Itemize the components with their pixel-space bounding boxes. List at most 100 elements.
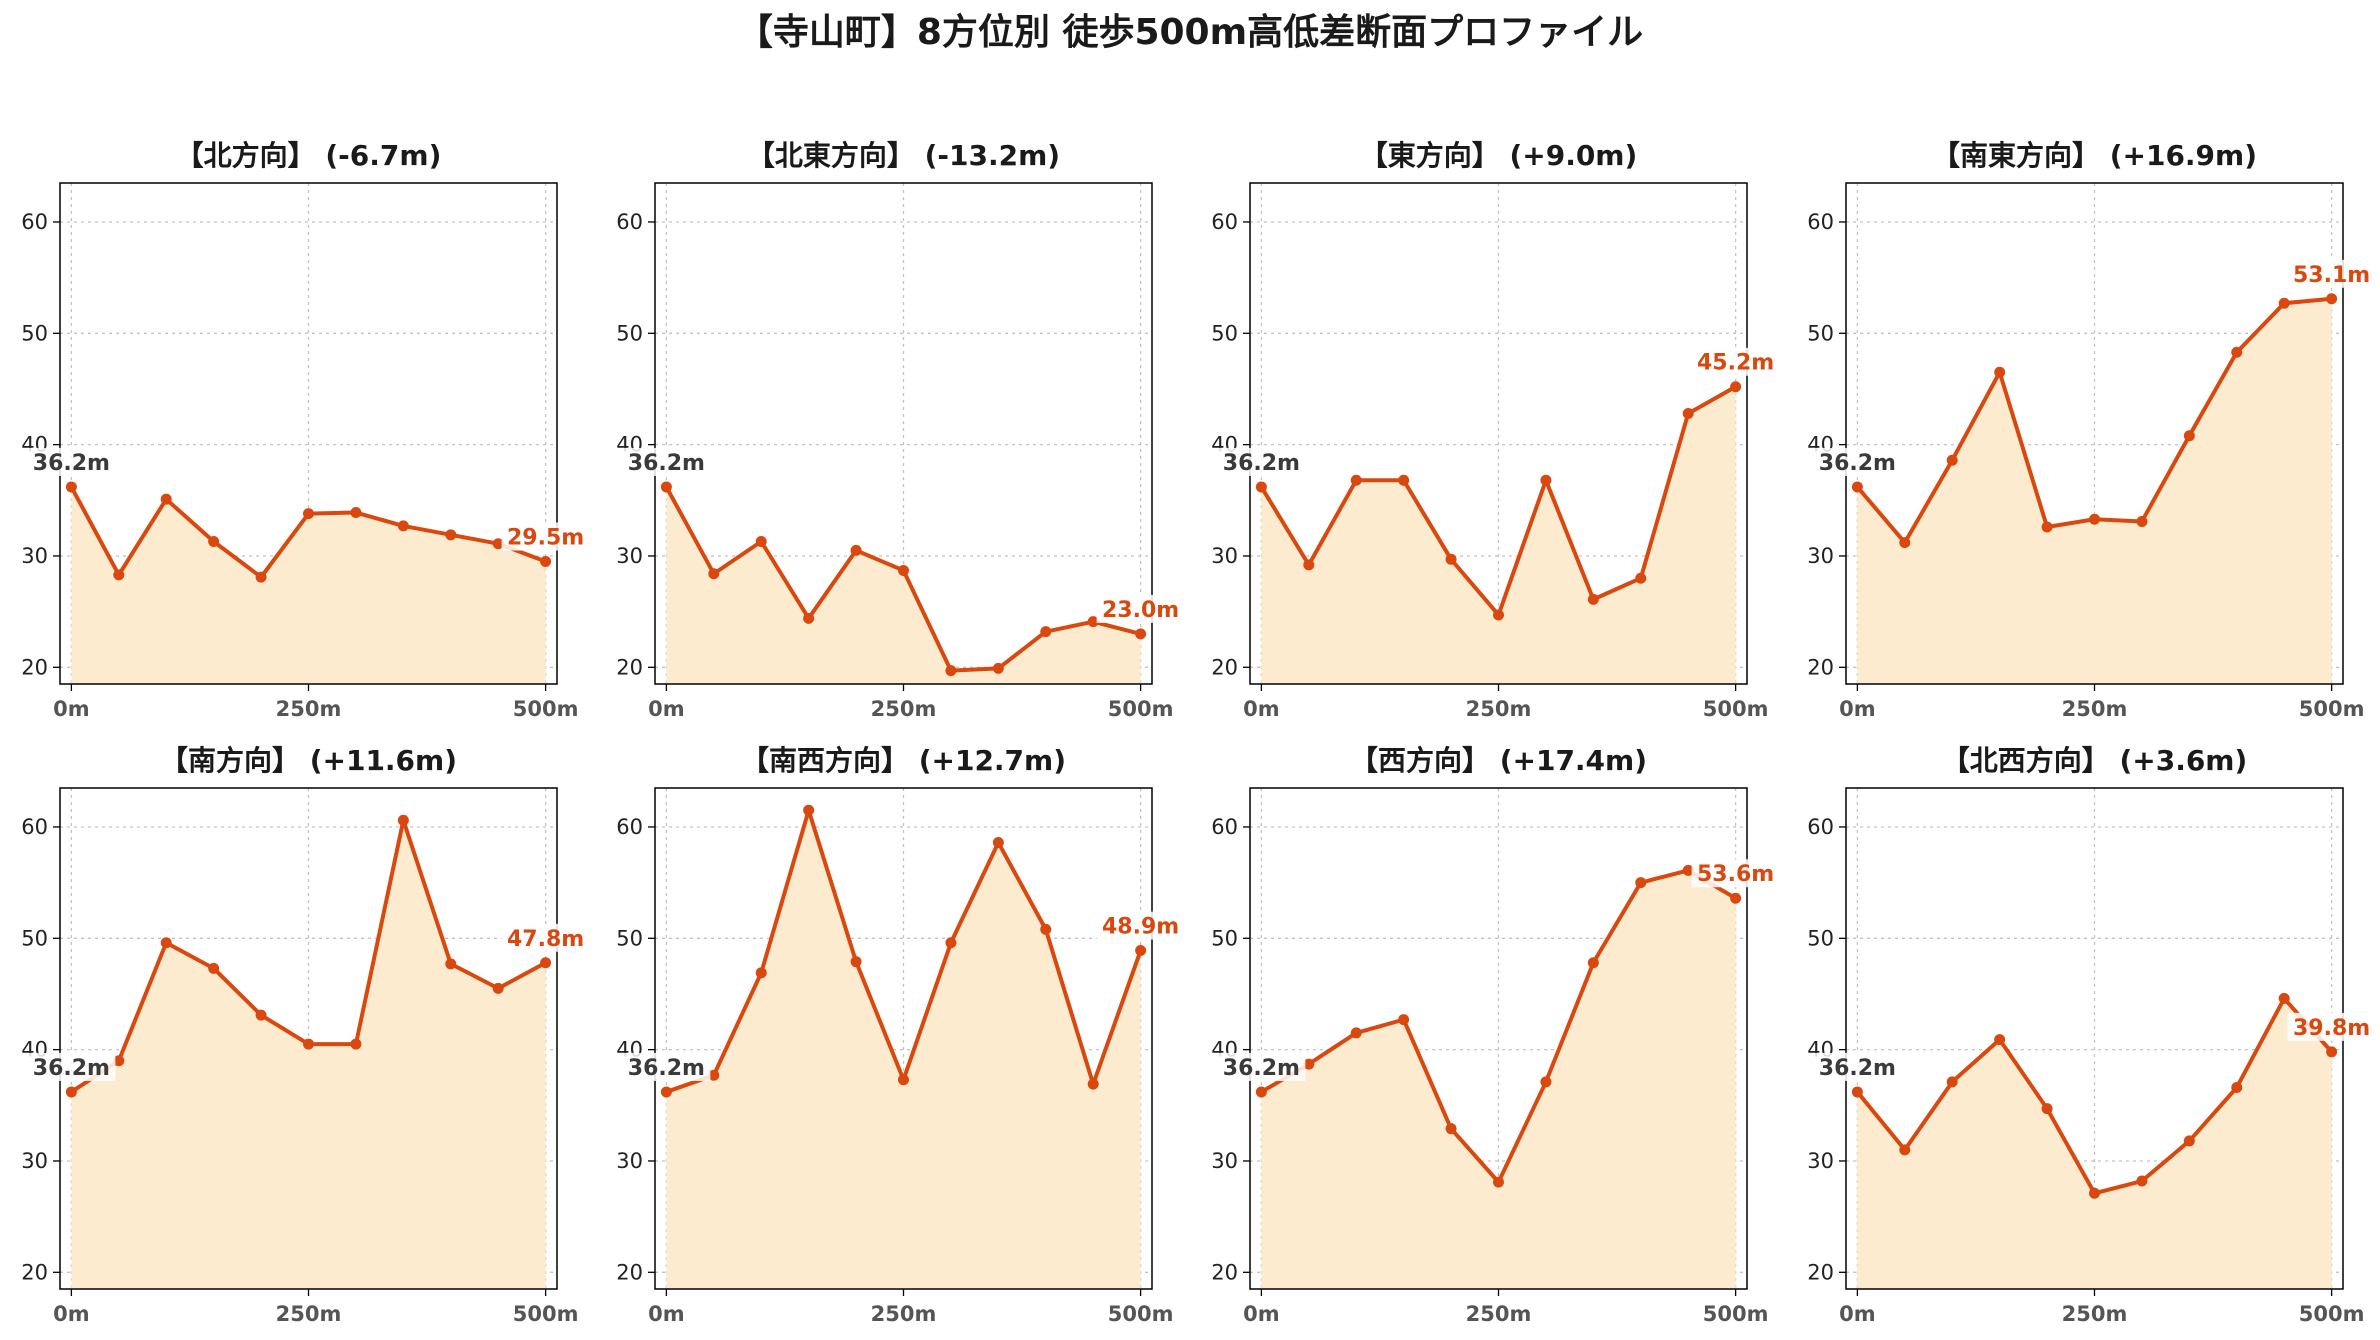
data-point bbox=[540, 556, 552, 568]
data-point bbox=[1851, 1086, 1863, 1098]
end-label-box bbox=[1096, 911, 1185, 940]
x-tick-label: 0m bbox=[648, 1302, 685, 1326]
data-point bbox=[945, 937, 957, 949]
start-label-box bbox=[1813, 447, 1902, 476]
data-point bbox=[1851, 481, 1863, 493]
data-point bbox=[1682, 407, 1694, 419]
data-point bbox=[755, 967, 767, 979]
data-point bbox=[898, 564, 909, 576]
data-point bbox=[1946, 454, 1958, 466]
panel-title: 【南東方向】 (+16.9m) bbox=[1932, 139, 2257, 172]
y-tick-label: 50 bbox=[616, 926, 643, 950]
data-point bbox=[1540, 474, 1552, 486]
x-tick-label: 500m bbox=[2299, 1302, 2365, 1326]
end-label-box bbox=[1691, 347, 1780, 376]
y-tick-label: 50 bbox=[1807, 321, 1834, 345]
x-tick-label: 250m bbox=[1466, 1302, 1532, 1326]
end-label-box bbox=[2287, 259, 2376, 288]
y-tick-label: 20 bbox=[1211, 655, 1238, 679]
x-tick-label: 500m bbox=[2299, 697, 2365, 721]
x-tick-label: 250m bbox=[276, 1302, 342, 1326]
data-point bbox=[1540, 1076, 1552, 1088]
start-label-box bbox=[27, 447, 116, 476]
start-label-box bbox=[1813, 1052, 1902, 1081]
y-tick-label: 20 bbox=[1807, 1260, 1834, 1284]
start-label: 36.2m bbox=[628, 1056, 705, 1081]
data-point bbox=[660, 1086, 672, 1098]
data-point bbox=[492, 982, 504, 994]
area-fill bbox=[71, 486, 546, 684]
end-label-box bbox=[1691, 859, 1780, 888]
start-label: 36.2m bbox=[1819, 1056, 1896, 1081]
data-point bbox=[1350, 1027, 1362, 1039]
data-point bbox=[2089, 513, 2100, 525]
start-label: 36.2m bbox=[33, 1056, 110, 1081]
data-point bbox=[1350, 474, 1362, 486]
end-label-box bbox=[501, 522, 590, 551]
y-tick-label: 60 bbox=[616, 210, 643, 234]
data-point bbox=[850, 544, 862, 556]
end-label: 53.1m bbox=[2293, 263, 2370, 288]
data-point bbox=[397, 814, 409, 826]
data-point bbox=[1587, 957, 1599, 969]
data-point bbox=[1255, 1086, 1267, 1098]
x-tick-label: 0m bbox=[1243, 697, 1280, 721]
y-tick-label: 20 bbox=[616, 1260, 643, 1284]
end-label: 47.8m bbox=[507, 927, 584, 952]
y-tick-label: 60 bbox=[1807, 210, 1834, 234]
end-label: 53.6m bbox=[1697, 862, 1774, 887]
start-label: 36.2m bbox=[1223, 451, 1300, 476]
x-tick-label: 250m bbox=[871, 697, 937, 721]
data-point bbox=[2183, 1135, 2195, 1147]
data-point bbox=[1946, 1076, 1958, 1088]
data-point bbox=[1135, 628, 1147, 640]
y-tick-label: 20 bbox=[616, 655, 643, 679]
x-tick-label: 0m bbox=[1839, 1302, 1876, 1326]
data-point bbox=[803, 612, 815, 624]
data-point bbox=[1899, 537, 1911, 549]
data-point bbox=[1493, 1176, 1504, 1188]
data-point bbox=[1493, 609, 1504, 621]
data-point bbox=[1445, 553, 1457, 565]
panel-title: 【北東方向】 (-13.2m) bbox=[747, 139, 1060, 172]
data-point bbox=[898, 1074, 909, 1086]
x-tick-label: 0m bbox=[1243, 1302, 1280, 1326]
area-fill bbox=[1857, 998, 2332, 1289]
data-point bbox=[850, 956, 862, 968]
y-tick-label: 60 bbox=[1211, 815, 1238, 839]
data-point bbox=[1730, 892, 1742, 904]
y-tick-label: 30 bbox=[1807, 1149, 1834, 1173]
area-fill bbox=[666, 810, 1141, 1289]
start-label-box bbox=[622, 1052, 711, 1081]
area-fill bbox=[1261, 386, 1736, 684]
end-label: 29.5m bbox=[507, 526, 584, 551]
data-point bbox=[1040, 923, 1052, 935]
data-point bbox=[2041, 1103, 2053, 1115]
data-point bbox=[992, 837, 1004, 849]
end-label: 39.8m bbox=[2293, 1016, 2370, 1041]
y-tick-label: 30 bbox=[21, 1149, 48, 1173]
data-point bbox=[492, 538, 504, 550]
data-point bbox=[2326, 1046, 2338, 1058]
end-label-box bbox=[2287, 1012, 2376, 1041]
data-point bbox=[755, 535, 767, 547]
start-label: 36.2m bbox=[1223, 1056, 1300, 1081]
data-point bbox=[303, 508, 314, 520]
x-tick-label: 250m bbox=[2062, 1302, 2128, 1326]
data-point bbox=[2278, 297, 2290, 309]
data-point bbox=[1445, 1123, 1457, 1135]
start-label-box bbox=[622, 447, 711, 476]
end-label-box bbox=[501, 923, 590, 952]
data-point bbox=[208, 962, 220, 974]
y-tick-label: 50 bbox=[21, 321, 48, 345]
end-label: 23.0m bbox=[1102, 598, 1179, 623]
data-point bbox=[2183, 430, 2195, 442]
end-label: 45.2m bbox=[1697, 351, 1774, 376]
y-tick-label: 60 bbox=[21, 210, 48, 234]
y-tick-label: 30 bbox=[616, 1149, 643, 1173]
